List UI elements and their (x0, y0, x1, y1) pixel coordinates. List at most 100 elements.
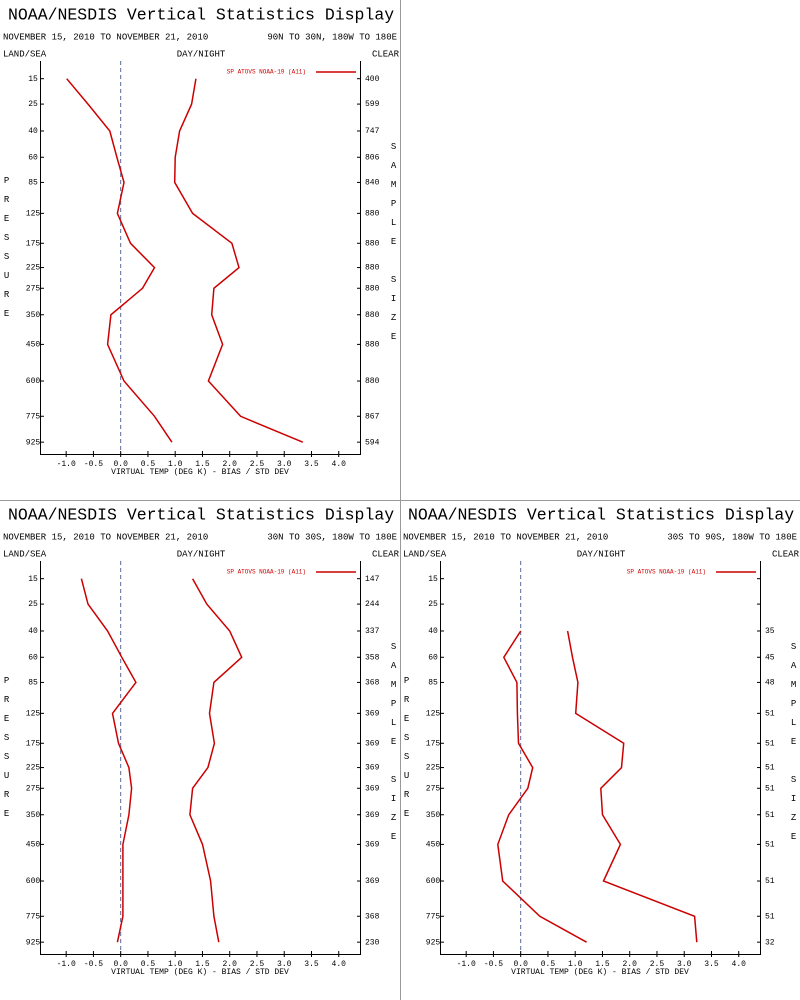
y-axis-label: PRESSURE (2, 176, 12, 328)
land-sea: LAND/SEA (403, 549, 447, 559)
y-tick-label: 925 (26, 938, 41, 947)
y-tick-label: 775 (26, 912, 41, 921)
y-axis-label: PRESSURE (402, 676, 412, 828)
sample-size-label: 880 (365, 341, 380, 350)
x-tick-label: 1.0 (168, 460, 183, 469)
y-tick-label: 600 (426, 877, 441, 886)
y-tick-label: 600 (26, 877, 41, 886)
x-tick-label: 1.0 (568, 960, 583, 969)
y-tick-label: 85 (28, 679, 38, 688)
region: 30N TO 30S, 180W TO 180E (267, 532, 397, 542)
sample-size-label: 880 (365, 284, 380, 293)
date-range: NOVEMBER 15, 2010 TO NOVEMBER 21, 2010 (403, 532, 608, 542)
y-tick-label: 60 (428, 653, 438, 662)
clear: CLEAR (372, 49, 400, 59)
sample-size-label: 369 (365, 811, 380, 820)
x-tick-label: 0.5 (141, 960, 156, 969)
x-tick-label: 1.5 (195, 460, 210, 469)
y-tick-label: 125 (26, 709, 41, 718)
y-tick-label: 450 (426, 841, 441, 850)
y2-axis-label: SAMPLE SIZE (789, 642, 799, 851)
sample-size-label: 594 (365, 438, 380, 447)
sample-size-label: 45 (765, 653, 775, 662)
x-tick-label: 4.0 (332, 960, 347, 969)
sample-size-label: 51 (765, 739, 775, 748)
x-tick-label: 3.0 (277, 960, 292, 969)
legend-label: SP ATOVS NOAA-19 (A11) (227, 69, 306, 76)
sample-size-label: 880 (365, 311, 380, 320)
y-tick-label: 450 (26, 341, 41, 350)
y-tick-label: 25 (428, 600, 438, 609)
x-tick-label: 3.0 (277, 460, 292, 469)
clear: CLEAR (372, 549, 400, 559)
sample-size-label: 747 (365, 127, 380, 136)
y-tick-label: 85 (428, 679, 438, 688)
y-tick-label: 600 (26, 377, 41, 386)
y-tick-label: 775 (26, 412, 41, 421)
x-tick-label: 2.5 (650, 960, 665, 969)
date-range: NOVEMBER 15, 2010 TO NOVEMBER 21, 2010 (3, 532, 208, 542)
x-tick-label: 2.5 (250, 460, 265, 469)
chart-panel: NOAA/NESDIS Vertical Statistics Display N… (2, 505, 400, 977)
day-night: DAY/NIGHT (177, 49, 226, 59)
x-tick-label: 2.5 (250, 960, 265, 969)
y-tick-label: 275 (26, 284, 41, 293)
y-tick-label: 450 (26, 841, 41, 850)
land-sea: LAND/SEA (3, 49, 47, 59)
y-tick-label: 275 (26, 784, 41, 793)
sample-size-label: 867 (365, 412, 380, 421)
sample-size-label: 230 (365, 938, 380, 947)
y2-axis-label: SAMPLE SIZE (389, 642, 399, 851)
land-sea: LAND/SEA (3, 549, 47, 559)
sample-size-label: 32 (765, 938, 775, 947)
x-tick-label: 4.0 (732, 960, 747, 969)
y-tick-label: 225 (426, 764, 441, 773)
sample-size-label: 51 (765, 912, 775, 921)
series-line (66, 78, 173, 443)
x-tick-label: 3.5 (304, 960, 319, 969)
x-tick-label: 0.0 (113, 960, 128, 969)
x-tick-label: -0.5 (84, 460, 103, 469)
x-tick-label: -1.0 (57, 960, 76, 969)
date-range: NOVEMBER 15, 2010 TO NOVEMBER 21, 2010 (3, 32, 208, 42)
x-tick-label: -0.5 (484, 960, 503, 969)
day-night: DAY/NIGHT (177, 549, 226, 559)
x-tick-label: 2.0 (223, 460, 238, 469)
sample-size-label: 880 (365, 239, 380, 248)
x-tick-label: 3.0 (677, 960, 692, 969)
y-tick-label: 85 (28, 179, 38, 188)
y-tick-label: 350 (26, 811, 41, 820)
region: 30S TO 90S, 180W TO 180E (667, 532, 797, 542)
sample-size-label: 880 (365, 209, 380, 218)
x-tick-label: 0.5 (541, 960, 556, 969)
sample-size-label: 51 (765, 709, 775, 718)
sample-size-label: 880 (365, 377, 380, 386)
sample-size-label: 51 (765, 784, 775, 793)
x-axis-label: VIRTUAL TEMP (DEG K) - BIAS / STD DEV (511, 968, 689, 977)
x-tick-label: 3.5 (304, 460, 319, 469)
series-line (497, 630, 587, 943)
legend-label: SP ATOVS NOAA-19 (A11) (627, 569, 706, 576)
sample-size-label: 599 (365, 100, 380, 109)
y-tick-label: 350 (426, 811, 441, 820)
sample-size-label: 806 (365, 153, 380, 162)
sample-size-label: 400 (365, 75, 380, 84)
series-line (173, 78, 304, 443)
x-tick-label: 0.0 (113, 460, 128, 469)
legend-label: SP ATOVS NOAA-19 (A11) (227, 569, 306, 576)
sample-size-label: 147 (365, 575, 380, 584)
sample-size-label: 369 (365, 709, 380, 718)
x-tick-label: 1.5 (595, 960, 610, 969)
sample-size-label: 840 (365, 179, 380, 188)
x-axis-label: VIRTUAL TEMP (DEG K) - BIAS / STD DEV (111, 968, 289, 977)
sample-size-label: 51 (765, 877, 775, 886)
y-tick-label: 275 (426, 784, 441, 793)
y-tick-label: 125 (26, 209, 41, 218)
sample-size-label: 369 (365, 739, 380, 748)
y-tick-label: 60 (28, 153, 38, 162)
sample-size-label: 368 (365, 912, 380, 921)
y-tick-label: 925 (426, 938, 441, 947)
y-tick-label: 15 (28, 575, 38, 584)
x-tick-label: 2.0 (223, 960, 238, 969)
x-tick-label: -1.0 (457, 960, 476, 969)
